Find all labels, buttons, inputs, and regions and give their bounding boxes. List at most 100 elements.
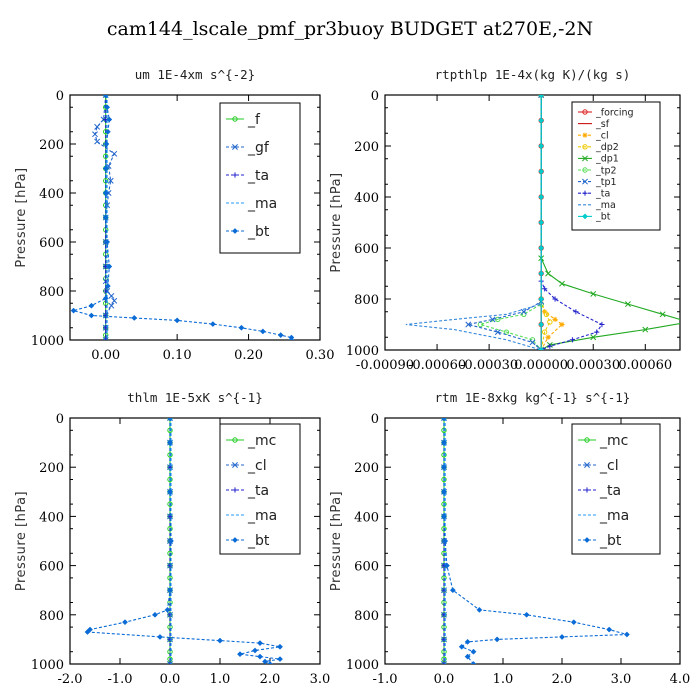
legend-label: _sf	[595, 119, 610, 130]
data-point-cl	[167, 418, 173, 421]
y-tick-label: 0	[56, 89, 64, 104]
x-tick-label: -0.00030	[460, 358, 518, 373]
data-point-gf	[94, 138, 101, 145]
plot-frame	[69, 417, 321, 665]
data-point-bt	[470, 661, 477, 664]
data-point-bt	[102, 190, 109, 196]
data-point-bt	[442, 538, 449, 544]
data-point-bt	[257, 640, 263, 647]
series-line-tp2	[478, 95, 542, 350]
data-point-gf	[107, 177, 114, 184]
data-point-dp1	[545, 270, 552, 277]
x-tick-label: -2.0	[57, 672, 82, 687]
data-point-dp1	[624, 301, 631, 308]
data-point-mc	[441, 656, 447, 662]
legend-marker	[232, 437, 238, 443]
legend-marker	[582, 132, 588, 138]
legend: _f _gf _ta _ma _bt	[219, 102, 301, 254]
data-point-ta	[594, 329, 600, 335]
y-tick-label: 0	[56, 412, 64, 427]
series-line-tp1	[468, 95, 542, 350]
y-tick-label: 800	[354, 609, 379, 624]
series-group	[405, 95, 680, 350]
data-point-bt	[102, 295, 109, 302]
data-point-ta	[569, 337, 576, 343]
data-point-mc	[167, 501, 173, 507]
legend-label: _forcing	[595, 107, 634, 118]
data-point-bt	[84, 629, 91, 635]
legend-label: _ta	[247, 168, 269, 184]
plot-frame	[384, 94, 681, 351]
figure-title: cam144_lscale_pmf_pr3buoy BUDGET at270E,…	[106, 18, 594, 40]
x-tick-label: 1.0	[493, 672, 514, 687]
data-point-ta	[103, 337, 109, 340]
x-tick-label: 0.0	[160, 672, 181, 687]
data-point-ta	[167, 661, 173, 664]
data-point-dp1	[590, 290, 597, 297]
data-point-bt	[88, 312, 95, 319]
plot-frame	[69, 94, 321, 341]
data-point-bt	[441, 439, 447, 446]
data-point-bt	[538, 347, 545, 350]
data-point-bt	[441, 513, 447, 520]
data-point-mc	[441, 501, 447, 507]
data-point-bt	[538, 143, 545, 149]
x-tick-label: 4.0	[670, 672, 691, 687]
legend-marker	[582, 155, 588, 162]
data-point-bt	[102, 165, 109, 172]
data-point-bt	[122, 619, 128, 626]
data-point-cl	[441, 661, 447, 664]
x-tick-label: 0.00030	[566, 358, 620, 373]
legend-label: _f	[247, 112, 261, 128]
legend: _forcing_sf_cl_dp2_dp1_tp2_tp1_ta_ma_bt	[571, 101, 661, 231]
data-point-bt	[238, 324, 245, 331]
x-tick-label: -1.0	[372, 672, 397, 687]
y-tick-label: 1000	[31, 334, 64, 349]
legend-marker	[584, 537, 590, 543]
legend-marker	[582, 213, 588, 220]
x-tick-label: 3.0	[310, 672, 331, 687]
data-point-bt	[262, 658, 268, 664]
legend-label: _ta	[247, 483, 269, 499]
data-point-bt	[104, 239, 111, 245]
data-point-tp1	[538, 347, 545, 350]
data-point-dp1	[590, 334, 597, 341]
data-point-cl	[167, 661, 173, 664]
panel-title: thlm 1E-5xK s^{-1}	[127, 390, 262, 405]
y-tick-label: 400	[354, 510, 379, 525]
y-tick-label: 200	[39, 461, 64, 476]
legend-label: _ta	[595, 189, 610, 200]
data-point-tp1	[520, 308, 527, 315]
data-point-ta	[167, 636, 173, 642]
data-point-bt	[217, 637, 223, 644]
series-group	[84, 418, 283, 664]
x-tick-label: 1.0	[210, 672, 231, 687]
data-point-bt	[237, 651, 243, 658]
y-tick-label: 800	[39, 609, 64, 624]
x-tick-label: -1.0	[107, 672, 132, 687]
data-point-bt	[470, 648, 477, 655]
legend-marker	[232, 537, 238, 543]
data-point-bt	[476, 606, 483, 613]
data-point-bt	[538, 321, 545, 328]
data-point-bt	[167, 587, 173, 594]
data-point-bt	[102, 214, 109, 221]
data-point-gf	[108, 302, 115, 309]
data-point-bt	[288, 337, 295, 340]
data-point-ta	[573, 309, 579, 315]
legend-label: _ma	[595, 200, 616, 211]
data-point-bt	[164, 606, 171, 613]
data-point-bt	[443, 562, 450, 569]
y-tick-label: 600	[354, 560, 379, 575]
legend-box	[219, 423, 301, 555]
legend-marker	[582, 144, 588, 150]
data-point-tp1	[529, 339, 536, 346]
legend-label: _gf	[247, 140, 270, 156]
data-point-gf	[111, 297, 118, 304]
legend-marker	[232, 144, 238, 150]
data-point-ta	[167, 612, 173, 618]
data-point-tp2	[503, 329, 510, 335]
data-point-bt	[441, 464, 447, 471]
data-point-mc	[441, 452, 447, 458]
legend-label: _ma	[247, 508, 277, 524]
